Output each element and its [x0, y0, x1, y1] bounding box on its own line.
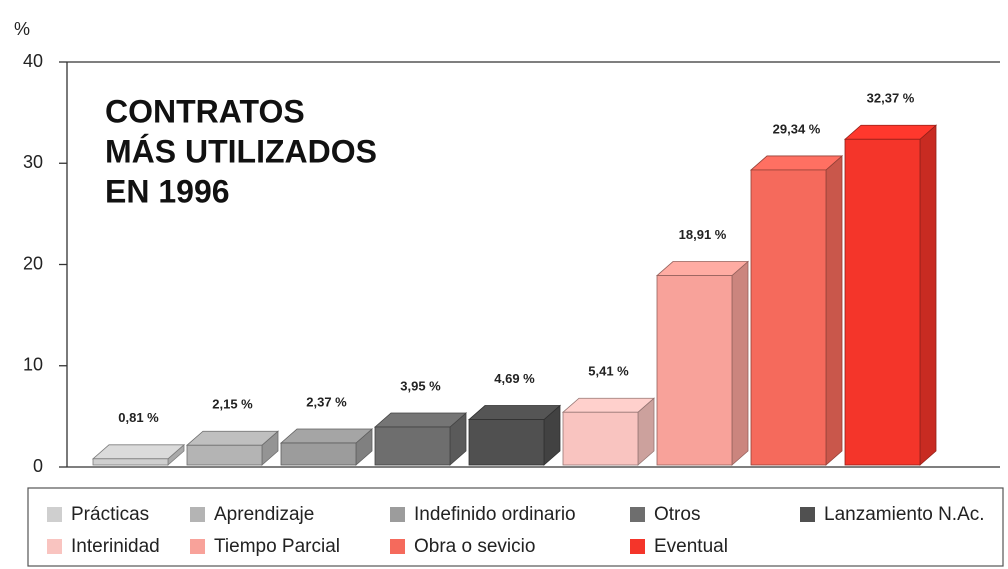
bar-top — [467, 405, 562, 420]
legend-swatch — [630, 539, 645, 554]
bar-top — [91, 444, 186, 460]
bar-side — [825, 155, 843, 466]
y-tick-label: 20 — [23, 253, 43, 273]
legend-swatch — [47, 507, 62, 522]
value-label: 3,95 % — [400, 378, 441, 393]
chart-title: EN 1996 — [105, 173, 230, 209]
legend-swatch — [630, 507, 645, 522]
legend-swatch — [390, 507, 405, 522]
bar — [656, 275, 733, 466]
bar — [468, 419, 545, 466]
legend-label: Indefinido ordinario — [414, 504, 576, 525]
bar — [562, 411, 639, 466]
value-label: 4,69 % — [494, 371, 535, 386]
y-tick-label: 30 — [23, 152, 43, 172]
bar-side — [919, 124, 937, 466]
legend-box — [27, 487, 1004, 567]
legend-swatch — [800, 507, 815, 522]
bar-top — [843, 124, 938, 140]
legend-swatch — [190, 507, 205, 522]
legend-label: Eventual — [654, 536, 728, 557]
legend-label: Obra o sevicio — [414, 536, 535, 557]
legend-label: Aprendizaje — [214, 504, 314, 525]
bar — [374, 426, 451, 466]
value-label: 29,34 % — [773, 121, 821, 136]
legend-label: Tiempo Parcial — [214, 536, 340, 557]
legend-label: Prácticas — [71, 504, 149, 525]
legend-swatch — [190, 539, 205, 554]
bar — [750, 169, 827, 466]
value-label: 2,37 % — [306, 394, 347, 409]
legend-swatch — [47, 539, 62, 554]
bar — [92, 458, 169, 466]
bar-top — [185, 430, 280, 446]
value-label: 18,91 % — [679, 227, 727, 242]
y-tick-label: 0 — [33, 456, 43, 476]
bar-top — [561, 397, 656, 413]
chart-title: CONTRATOS — [105, 93, 305, 129]
value-label: 5,41 % — [588, 364, 629, 379]
bar — [186, 444, 263, 466]
bar-top — [749, 155, 844, 171]
y-tick-label: 10 — [23, 355, 43, 375]
y-axis-label: % — [14, 19, 30, 39]
chart-title: MÁS UTILIZADOS — [105, 133, 377, 169]
legend-label: Otros — [654, 504, 700, 525]
bar — [280, 442, 357, 466]
bar-top — [655, 261, 750, 276]
value-label: 32,37 % — [867, 91, 915, 106]
bar-top — [373, 412, 468, 428]
legend-label: Interinidad — [71, 536, 160, 557]
legend-swatch — [390, 539, 405, 554]
bar — [844, 138, 921, 466]
y-tick-label: 40 — [23, 51, 43, 71]
value-label: 2,15 % — [212, 397, 253, 412]
value-label: 0,81 % — [118, 410, 159, 425]
bar-top — [279, 428, 374, 444]
legend-label: Lanzamiento N.Ac. — [824, 504, 985, 525]
bar-side — [731, 260, 749, 466]
